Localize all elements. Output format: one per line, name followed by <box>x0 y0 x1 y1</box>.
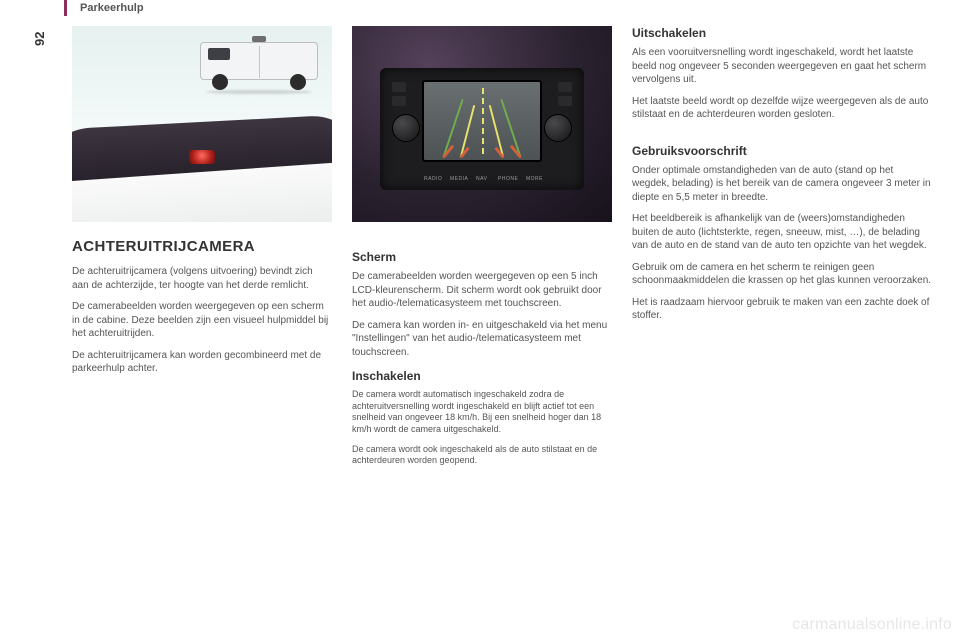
guide-lines-icon <box>424 82 540 161</box>
column-3: Uitschakelen Als een vooruitversnelling … <box>632 26 932 475</box>
paragraph: Gebruik om de camera en het scherm te re… <box>632 261 932 288</box>
paragraph: De achteruitrijcamera kan worden gecombi… <box>72 349 332 376</box>
paragraph: De camera wordt automatisch ingeschakeld… <box>352 389 612 436</box>
screen-tab-label: NAV <box>476 176 487 182</box>
knob-icon <box>392 114 420 142</box>
paragraph: Het is raadzaam hiervoor gebruik te make… <box>632 296 932 323</box>
column-2: RADIO MEDIA NAV PHONE MORE Scherm De cam… <box>352 26 612 475</box>
content-columns: ACHTERUITRIJCAMERA De achteruitrijcamera… <box>72 26 932 475</box>
section-header: Parkeerhulp <box>80 2 144 14</box>
screen-tab-label: PHONE <box>498 176 518 182</box>
brake-light-icon <box>189 150 215 164</box>
knob-icon <box>544 114 572 142</box>
main-heading: ACHTERUITRIJCAMERA <box>72 238 332 255</box>
watermark: carmanualsonline.info <box>792 616 952 634</box>
paragraph: De camerabeelden worden weergegeven op e… <box>352 270 612 311</box>
figure-camera-exterior <box>72 26 332 222</box>
screen-tab-label: MEDIA <box>450 176 468 182</box>
screen-tab-label: MORE <box>526 176 543 182</box>
screen-tab-label: RADIO <box>424 176 442 182</box>
paragraph: De camera wordt ook ingeschakeld als de … <box>352 444 612 467</box>
page-number: 92 <box>32 32 47 46</box>
subheading-scherm: Scherm <box>352 250 612 264</box>
subheading-gebruiksvoorschrift: Gebruiksvoorschrift <box>632 144 932 158</box>
van-illustration <box>200 34 318 98</box>
subheading-uitschakelen: Uitschakelen <box>632 26 932 40</box>
paragraph: Het beeldbereik is afhankelijk van de (w… <box>632 212 932 253</box>
reverse-camera-screen <box>422 80 542 162</box>
figure-dashboard-screen: RADIO MEDIA NAV PHONE MORE <box>352 26 612 222</box>
paragraph: Het laatste beeld wordt op dezelfde wijz… <box>632 95 932 122</box>
column-1: ACHTERUITRIJCAMERA De achteruitrijcamera… <box>72 26 332 475</box>
paragraph: Als een vooruitversnelling wordt ingesch… <box>632 46 932 87</box>
paragraph: De achteruitrijcamera (volgens uitvoerin… <box>72 265 332 292</box>
paragraph: Onder optimale omstandigheden van de aut… <box>632 164 932 205</box>
accent-bar <box>64 0 67 16</box>
paragraph: De camerabeelden worden weergegeven op e… <box>72 300 332 341</box>
subheading-inschakelen: Inschakelen <box>352 369 612 383</box>
paragraph: De camera kan worden in- en uitgeschakel… <box>352 319 612 360</box>
